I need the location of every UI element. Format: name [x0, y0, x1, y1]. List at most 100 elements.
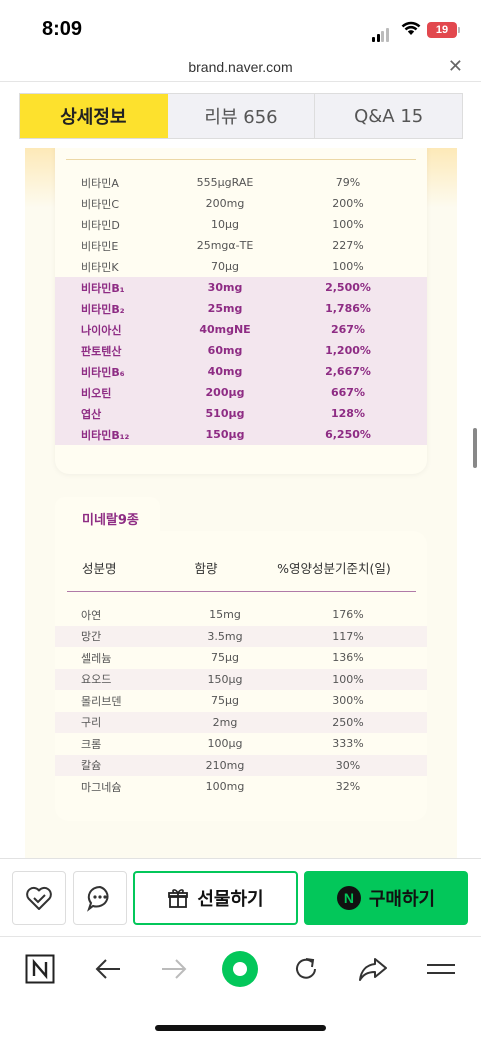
- table-row: 요오드 150μg 100%: [55, 668, 427, 690]
- nutrient-name: 나이아신: [81, 323, 122, 337]
- nutrient-percent: 1,786%: [325, 302, 371, 315]
- gift-button-label: 선물하기: [197, 889, 264, 910]
- talk-button[interactable]: [73, 871, 127, 925]
- heart-icon: [26, 886, 52, 910]
- buy-button[interactable]: N 구매하기: [304, 871, 468, 925]
- url-text[interactable]: brand.naver.com: [188, 59, 293, 75]
- table-row: 비타민D 10μg 100%: [55, 214, 427, 235]
- header-percent: %영양성분기준치(일): [277, 561, 391, 576]
- product-tabs: 상세정보 리뷰 656 Q&A 15: [19, 93, 463, 139]
- url-bar[interactable]: brand.naver.com ✕: [0, 54, 481, 82]
- nutrient-percent: 100%: [332, 218, 364, 231]
- wifi-icon: [401, 20, 421, 40]
- nutrient-amount: 200μg: [205, 386, 245, 399]
- close-icon[interactable]: ✕: [447, 56, 463, 77]
- nutrient-percent: 2,500%: [325, 281, 371, 294]
- cellular-signal-icon: [372, 23, 390, 42]
- mineral-name: 마그네슘: [81, 780, 122, 794]
- mineral-name: 구리: [81, 716, 102, 729]
- menu-button[interactable]: [421, 949, 461, 989]
- share-button[interactable]: [353, 949, 393, 989]
- table-row: 엽산 510μg 128%: [55, 403, 427, 424]
- hamburger-menu-icon: [427, 964, 455, 974]
- nutrient-name: 비타민K: [81, 260, 119, 274]
- nutrient-name: 비오틴: [81, 386, 112, 400]
- mineral-amount: 150μg: [207, 672, 243, 686]
- table-row: 비타민A 555μgRAE 79%: [55, 172, 427, 193]
- tab-reviews[interactable]: 리뷰 656: [168, 94, 316, 138]
- back-button[interactable]: [88, 949, 128, 989]
- browser-nav-bar: [0, 936, 481, 1040]
- status-bar: 8:09 19: [0, 0, 481, 54]
- table-row: 셀레늄 75μg 136%: [55, 647, 427, 668]
- table-row: 비타민B₁ 30mg 2,500%: [55, 277, 427, 298]
- nutrient-amount: 40mgNE: [199, 323, 251, 336]
- mineral-amount: 2mg: [212, 715, 238, 729]
- nutrient-amount: 555μgRAE: [196, 176, 254, 189]
- product-detail-content[interactable]: 비타민A 555μgRAE 79% 비타민C 200mg 200% 비타민D 10μg 100%…: [0, 148, 481, 858]
- mineral-amount: 75μg: [211, 651, 239, 664]
- mineral-name: 크롬: [81, 737, 102, 751]
- nutrient-name: 비타민B₆: [81, 365, 125, 379]
- nutrient-name: 비타민E: [81, 239, 119, 253]
- table-row: 비타민K 70μg 100%: [55, 256, 427, 277]
- table-divider: [66, 159, 416, 160]
- table-row: 칼슘 210mg 30%: [55, 754, 427, 776]
- mineral-percent: 30%: [335, 758, 361, 772]
- scrollbar[interactable]: [473, 428, 477, 468]
- nutrient-percent: 100%: [332, 260, 364, 273]
- tab-qna[interactable]: Q&A 15: [354, 105, 424, 127]
- mineral-name: 망간: [81, 630, 102, 643]
- nutrient-amount: 40mg: [207, 365, 243, 378]
- mineral-percent: 176%: [332, 608, 364, 621]
- table-row: 아연 15mg 176%: [55, 604, 427, 625]
- tab-details[interactable]: 상세정보: [20, 94, 168, 138]
- table-row: 크롬 100μg 333%: [55, 733, 427, 754]
- status-time: 8:09: [42, 18, 83, 40]
- mineral-table-header: 성분명 함량 %영양성분기준치(일): [55, 558, 427, 577]
- reload-button[interactable]: [286, 949, 326, 989]
- mineral-name: 칼슘: [81, 759, 102, 772]
- nutrient-percent: 128%: [331, 407, 365, 420]
- table-divider: [67, 591, 416, 592]
- nutrient-name: 비타민C: [81, 197, 120, 211]
- naver-home-button[interactable]: [20, 949, 60, 989]
- nutrient-percent: 267%: [331, 323, 365, 336]
- nutrient-name: 판토텐산: [81, 344, 122, 358]
- header-amount: 함량: [194, 561, 218, 576]
- table-row: 비오틴 200μg 667%: [55, 382, 427, 403]
- table-row: 비타민B₆ 40mg 2,667%: [55, 361, 427, 382]
- mineral-name: 몰리브덴: [81, 694, 122, 708]
- table-row: 비타민B₁₂ 150μg 6,250%: [55, 424, 427, 445]
- wishlist-button[interactable]: [12, 871, 66, 925]
- mineral-name: 요오드: [81, 673, 112, 686]
- nutrient-amount: 200mg: [205, 197, 245, 210]
- nutrient-percent: 200%: [332, 197, 364, 210]
- table-row: 비타민E 25mgα-TE 227%: [55, 235, 427, 256]
- arrow-right-icon: [162, 959, 187, 979]
- nutrient-name: 비타민B₁: [81, 281, 125, 295]
- nutrient-percent: 79%: [335, 176, 361, 189]
- green-dot-button[interactable]: [220, 949, 260, 989]
- share-icon: [359, 958, 387, 981]
- mineral-percent: 136%: [332, 651, 364, 664]
- naver-pay-icon: N: [336, 886, 361, 910]
- table-row: 마그네슘 100mg 32%: [55, 776, 427, 797]
- nutrient-amount: 30mg: [207, 281, 243, 294]
- gift-button[interactable]: 선물하기: [133, 871, 298, 925]
- green-dot-icon: [222, 951, 258, 987]
- nutrient-name: 비타민A: [81, 176, 119, 190]
- table-row: 나이아신 40mgNE 267%: [55, 319, 427, 340]
- nutrient-percent: 227%: [332, 239, 364, 252]
- purchase-action-bar: 선물하기 N 구매하기: [0, 858, 481, 936]
- nutrient-percent: 2,667%: [325, 365, 371, 378]
- nutrient-amount: 150μg: [205, 428, 245, 441]
- mineral-amount: 15mg: [209, 608, 241, 621]
- mineral-amount: 100mg: [205, 780, 245, 793]
- mineral-amount: 210mg: [205, 758, 245, 772]
- mineral-percent: 32%: [335, 780, 361, 793]
- forward-button[interactable]: [154, 949, 194, 989]
- mineral-name: 셀레늄: [81, 651, 112, 665]
- home-indicator[interactable]: [155, 1025, 326, 1031]
- minerals-section-label: 미네랄9종: [55, 497, 160, 533]
